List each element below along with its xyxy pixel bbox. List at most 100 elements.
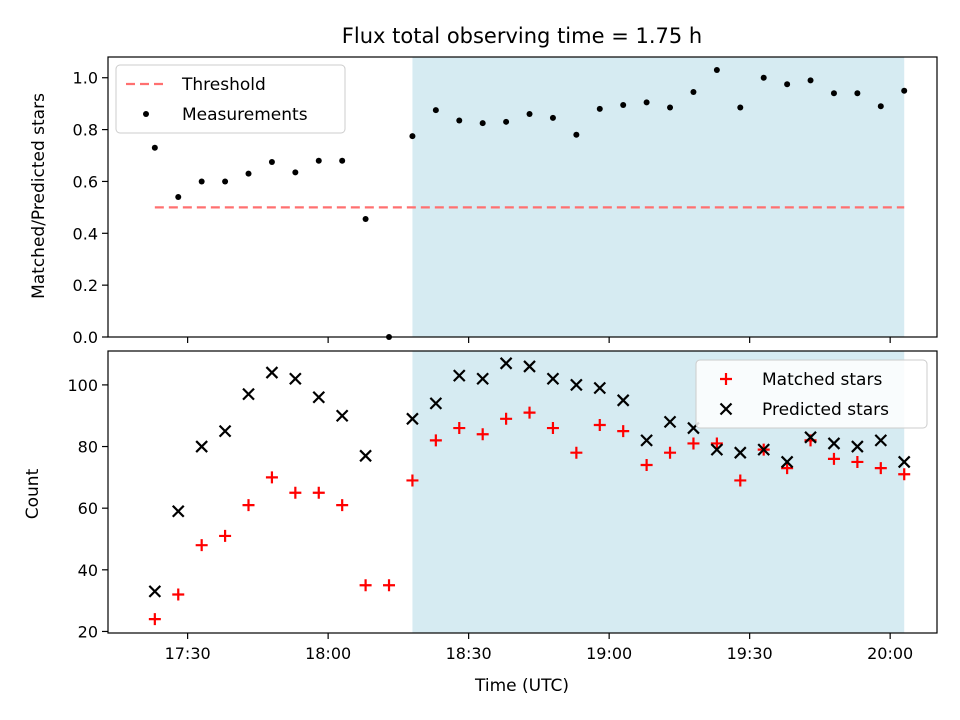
predicted-stars-marker	[452, 369, 466, 382]
measurement-point	[643, 99, 650, 106]
predicted-stars-marker	[312, 390, 326, 404]
predicted-stars-marker	[148, 585, 162, 598]
matched-stars-marker	[406, 474, 419, 487]
matched-stars-marker	[827, 452, 840, 465]
predicted-stars-marker	[429, 397, 443, 410]
top-y-tick-label: 0.8	[73, 121, 98, 140]
predicted-stars-marker	[218, 424, 232, 438]
measurement-point	[667, 104, 674, 111]
x-tick-label: 19:00	[586, 644, 632, 663]
measurement-point	[315, 157, 322, 164]
x-axis-label: Time (UTC)	[474, 676, 569, 696]
measurement-point	[292, 169, 299, 176]
matched-stars-marker	[148, 613, 161, 626]
matched-stars-marker	[570, 446, 583, 459]
predicted-stars-marker	[663, 415, 677, 429]
matched-stars-marker	[336, 499, 349, 512]
predicted-stars-legend-swatch	[719, 402, 733, 416]
bottom-plot-frame	[107, 350, 938, 634]
matched-stars-marker	[195, 539, 208, 552]
measurement-point	[362, 216, 369, 223]
predicted-stars-marker	[289, 372, 302, 386]
measurement-point	[830, 90, 837, 97]
x-tick-label: 18:30	[446, 644, 492, 663]
predicted-stars-marker	[874, 434, 888, 447]
measurement-point	[573, 131, 580, 138]
predicted-stars-marker	[195, 440, 208, 453]
matched-stars-marker	[312, 486, 325, 499]
chart-title: Flux total observing time = 1.75 h	[342, 24, 702, 48]
measurement-point	[175, 194, 182, 200]
bottom-y-tick-label: 20	[78, 622, 98, 641]
measurement-point	[456, 117, 463, 124]
measurement-point	[526, 111, 533, 118]
measurement-point	[268, 159, 275, 165]
matched-stars-marker	[593, 418, 606, 431]
bottom-y-tick-label: 40	[78, 561, 98, 580]
matched-stars-marker	[617, 425, 630, 438]
top-legend: Threshold Measurements	[115, 64, 346, 134]
predicted-stars-marker	[476, 372, 489, 386]
predicted-stars-marker	[616, 394, 630, 407]
predicted-stars-marker	[757, 443, 770, 456]
top-observing-span	[412, 57, 905, 337]
matched-stars-marker	[874, 462, 887, 475]
measurement-point	[549, 114, 556, 121]
predicted-stars-marker	[499, 357, 513, 370]
predicted-stars-marker	[546, 372, 560, 386]
predicted-stars-marker	[780, 455, 794, 469]
measurement-point	[222, 178, 229, 185]
matched-stars-marker	[898, 468, 911, 481]
measurement-point	[198, 178, 205, 185]
predicted-stars-marker	[710, 443, 724, 456]
top-y-tick-label: 0.0	[73, 328, 98, 347]
ratio-panel: 0.0 0.2 0.4 0.6 0.8 1.0 Threshold Measurements	[73, 56, 938, 347]
measurement-point	[690, 89, 697, 95]
matched-stars-marker	[546, 422, 559, 435]
top-y-tick-label: 0.2	[73, 276, 98, 295]
matched-stars-legend-swatch	[720, 373, 732, 385]
measurement-point	[479, 120, 486, 127]
measurements-legend-swatch	[143, 111, 149, 117]
measurement-point	[620, 101, 627, 108]
measurement-point	[760, 74, 767, 81]
predicted-stars-marker	[804, 431, 817, 444]
measurement-point	[713, 66, 720, 73]
bottom-y-tick-label: 80	[78, 438, 98, 457]
predicted-stars-marker	[570, 378, 583, 392]
matched-stars-marker	[453, 422, 466, 435]
matched-stars-marker	[359, 579, 372, 592]
measurement-point	[901, 87, 908, 94]
predicted-stars-marker	[851, 440, 864, 453]
top-y-tick-label: 0.6	[73, 172, 98, 191]
x-tick-label: 17:30	[165, 644, 211, 663]
measurement-point	[877, 103, 884, 110]
predicted-stars-marker	[523, 360, 536, 373]
top-y-tick-label: 1.0	[73, 69, 98, 88]
measurement-point	[245, 170, 252, 177]
measurement-point	[432, 107, 439, 114]
matched-stars-marker	[242, 499, 255, 512]
legend-label: Predicted stars	[762, 400, 889, 420]
measurement-point	[151, 144, 158, 151]
bottom-y-tick-label: 60	[78, 499, 98, 518]
predicted-stars-marker	[827, 437, 841, 450]
matched-stars-marker	[640, 459, 653, 472]
predicted-stars-marker	[359, 449, 372, 463]
matched-stars-marker	[687, 437, 700, 450]
predicted-stars-marker	[406, 412, 419, 426]
measurement-point	[737, 104, 744, 111]
matched-stars-marker	[664, 446, 677, 459]
bottom-y-tick-label: 100	[67, 376, 98, 395]
top-legend-box	[115, 64, 346, 134]
matched-stars-marker	[476, 428, 489, 441]
matched-stars-marker	[734, 474, 747, 487]
top-y-tick-label: 0.4	[73, 224, 98, 243]
measurement-point	[854, 90, 861, 97]
matched-stars-marker	[219, 529, 232, 542]
predicted-stars-marker	[335, 409, 349, 422]
top-y-axis-label: Matched/Predicted stars	[29, 93, 49, 299]
x-tick-label: 20:00	[867, 644, 913, 663]
matched-stars-marker	[781, 462, 794, 475]
matched-stars-marker	[710, 437, 723, 450]
